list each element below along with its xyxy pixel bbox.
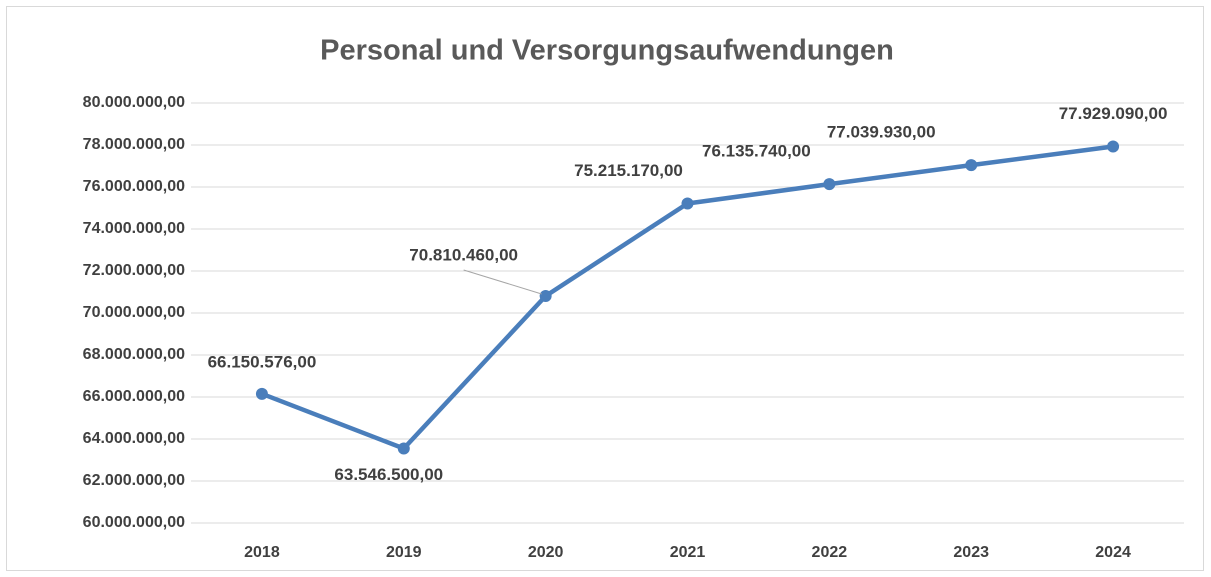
leader-line xyxy=(463,269,542,295)
data-label: 77.929.090,00 xyxy=(1059,104,1168,123)
y-tick-label: 76.000.000,00 xyxy=(83,178,185,195)
x-tick-label: 2020 xyxy=(528,544,564,561)
chart-border xyxy=(6,6,1204,571)
data-label: 70.810.460,00 xyxy=(409,245,518,264)
y-tick-label: 74.000.000,00 xyxy=(83,220,185,237)
x-tick-label: 2021 xyxy=(670,544,706,561)
chart-title: Personal und Versorgungsaufwendungen xyxy=(320,35,894,67)
y-tick-label: 68.000.000,00 xyxy=(83,346,185,363)
marker xyxy=(1107,140,1120,153)
marker xyxy=(681,197,694,210)
marker xyxy=(539,289,552,302)
x-tick-label: 2019 xyxy=(386,544,422,561)
marker xyxy=(965,159,978,172)
x-tick-label: 2022 xyxy=(812,544,848,561)
x-tick-label: 2023 xyxy=(953,544,989,561)
x-tick-label: 2024 xyxy=(1095,544,1131,561)
data-label: 66.150.576,00 xyxy=(208,352,317,371)
y-tick-label: 78.000.000,00 xyxy=(83,136,185,153)
y-tick-label: 70.000.000,00 xyxy=(83,304,185,321)
data-label: 63.546.500,00 xyxy=(334,465,443,484)
marker xyxy=(823,178,836,191)
data-label: 75.215.170,00 xyxy=(574,161,683,180)
x-tick-label: 2018 xyxy=(244,544,280,561)
y-tick-label: 72.000.000,00 xyxy=(83,262,185,279)
y-tick-label: 60.000.000,00 xyxy=(83,514,185,531)
marker xyxy=(397,442,410,455)
y-tick-label: 80.000.000,00 xyxy=(83,94,185,111)
data-label: 76.135.740,00 xyxy=(702,142,811,161)
y-tick-label: 64.000.000,00 xyxy=(83,430,185,447)
y-tick-label: 66.000.000,00 xyxy=(83,388,185,405)
marker xyxy=(255,387,268,400)
data-label: 77.039.930,00 xyxy=(827,123,936,142)
y-tick-label: 62.000.000,00 xyxy=(83,472,185,489)
